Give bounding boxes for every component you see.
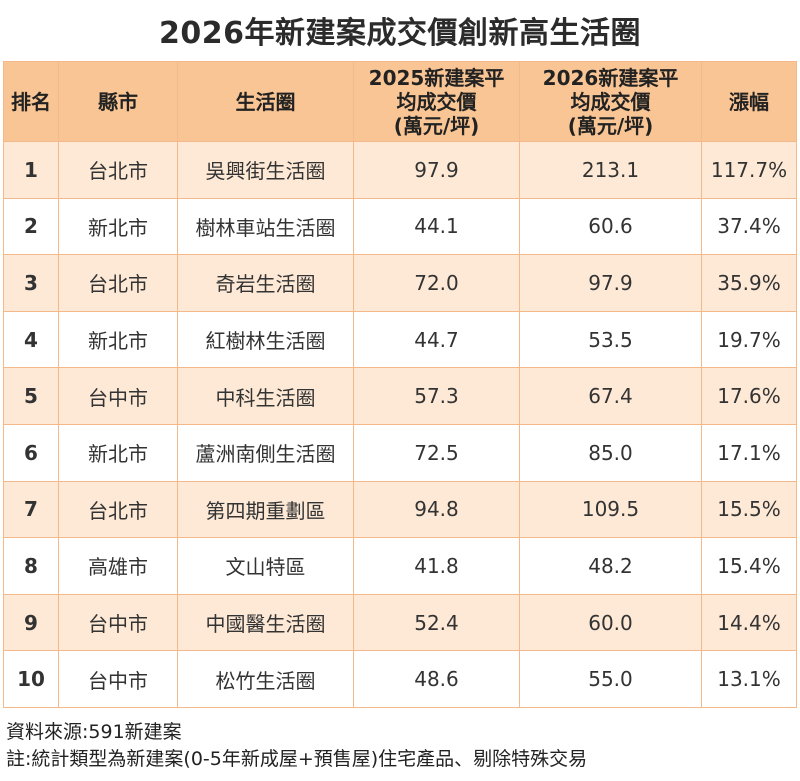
cell-area: 樹林車站生活圈 bbox=[177, 197, 354, 256]
cell-change: 35.9% bbox=[701, 254, 797, 312]
cell-rank: 5 bbox=[3, 367, 59, 425]
cell-rank: 8 bbox=[3, 537, 59, 595]
header-row: 排名 縣市 生活圈 2025新建案平 均成交價 (萬元/坪) 2026新建案平 … bbox=[3, 61, 797, 142]
cell-city: 新北市 bbox=[58, 310, 178, 369]
chart-title: 2026年新建案成交價創新高生活圈 bbox=[159, 16, 641, 51]
cell-rank: 7 bbox=[3, 480, 59, 539]
table-row: 5 台中市 中科生活圈 57.3 67.4 17.6% bbox=[3, 367, 797, 425]
cell-price-2025: 57.3 bbox=[353, 367, 520, 425]
cell-price-2025: 52.4 bbox=[353, 593, 520, 652]
header-city: 縣市 bbox=[58, 61, 178, 142]
data-table: 排名 縣市 生活圈 2025新建案平 均成交價 (萬元/坪) 2026新建案平 … bbox=[3, 61, 797, 708]
footnote: 註:統計類型為新建案(0-5年新成屋+預售屋)住宅產品、剔除特殊交易 bbox=[6, 748, 588, 770]
cell-price-2025: 44.7 bbox=[353, 310, 520, 369]
cell-change: 13.1% bbox=[701, 650, 797, 708]
header-price-2025-line1: 2025新建案平 bbox=[368, 65, 505, 90]
cell-price-2026: 48.2 bbox=[519, 537, 702, 595]
cell-area: 文山特區 bbox=[177, 537, 354, 595]
table-row: 8 高雄市 文山特區 41.8 48.2 15.4% bbox=[3, 537, 797, 595]
header-price-2026-line3: (萬元/坪) bbox=[567, 113, 654, 138]
cell-price-2025: 97.9 bbox=[353, 141, 520, 199]
data-source: 資料來源:591新建案 bbox=[6, 721, 182, 743]
table-row: 6 新北市 蘆洲南側生活圈 72.5 85.0 17.1% bbox=[3, 423, 797, 482]
cell-price-2026: 53.5 bbox=[519, 310, 702, 369]
cell-area: 蘆洲南側生活圈 bbox=[177, 423, 354, 482]
cell-rank: 1 bbox=[3, 141, 59, 199]
cell-area: 中科生活圈 bbox=[177, 367, 354, 425]
cell-price-2026: 109.5 bbox=[519, 480, 702, 539]
cell-change: 117.7% bbox=[701, 141, 797, 199]
cell-price-2026: 85.0 bbox=[519, 423, 702, 482]
header-price-2025: 2025新建案平 均成交價 (萬元/坪) bbox=[353, 61, 520, 142]
cell-price-2025: 94.8 bbox=[353, 480, 520, 539]
cell-area: 奇岩生活圈 bbox=[177, 254, 354, 312]
table-row: 10 台中市 松竹生活圈 48.6 55.0 13.1% bbox=[3, 650, 797, 708]
header-price-2025-line2: 均成交價 bbox=[396, 89, 477, 114]
cell-city: 新北市 bbox=[58, 423, 178, 482]
header-area: 生活圈 bbox=[177, 61, 354, 142]
table-row: 7 台北市 第四期重劃區 94.8 109.5 15.5% bbox=[3, 480, 797, 539]
table-row: 1 台北市 吳興街生活圈 97.9 213.1 117.7% bbox=[3, 141, 797, 199]
cell-price-2026: 97.9 bbox=[519, 254, 702, 312]
cell-rank: 2 bbox=[3, 197, 59, 256]
cell-rank: 9 bbox=[3, 593, 59, 652]
cell-change: 15.5% bbox=[701, 480, 797, 539]
cell-city: 台中市 bbox=[58, 367, 178, 425]
cell-price-2025: 72.0 bbox=[353, 254, 520, 312]
header-rank: 排名 bbox=[3, 61, 59, 142]
cell-area: 吳興街生活圈 bbox=[177, 141, 354, 199]
cell-change: 19.7% bbox=[701, 310, 797, 369]
cell-area: 第四期重劃區 bbox=[177, 480, 354, 539]
table-row: 4 新北市 紅樹林生活圈 44.7 53.5 19.7% bbox=[3, 310, 797, 369]
header-price-2025-line3: (萬元/坪) bbox=[393, 113, 480, 138]
header-change: 漲幅 bbox=[701, 61, 797, 142]
table-row: 9 台中市 中國醫生活圈 52.4 60.0 14.4% bbox=[3, 593, 797, 652]
cell-city: 台中市 bbox=[58, 593, 178, 652]
cell-rank: 3 bbox=[3, 254, 59, 312]
header-price-2026-line1: 2026新建案平 bbox=[542, 65, 679, 90]
table-row: 2 新北市 樹林車站生活圈 44.1 60.6 37.4% bbox=[3, 197, 797, 256]
cell-price-2025: 72.5 bbox=[353, 423, 520, 482]
cell-change: 17.1% bbox=[701, 423, 797, 482]
cell-price-2025: 44.1 bbox=[353, 197, 520, 256]
cell-price-2026: 213.1 bbox=[519, 141, 702, 199]
cell-change: 17.6% bbox=[701, 367, 797, 425]
cell-city: 台北市 bbox=[58, 141, 178, 199]
cell-area: 松竹生活圈 bbox=[177, 650, 354, 708]
cell-rank: 4 bbox=[3, 310, 59, 369]
table-row: 3 台北市 奇岩生活圈 72.0 97.9 35.9% bbox=[3, 254, 797, 312]
cell-price-2025: 48.6 bbox=[353, 650, 520, 708]
cell-price-2026: 67.4 bbox=[519, 367, 702, 425]
cell-city: 台中市 bbox=[58, 650, 178, 708]
cell-price-2025: 41.8 bbox=[353, 537, 520, 595]
cell-city: 台北市 bbox=[58, 480, 178, 539]
cell-city: 台北市 bbox=[58, 254, 178, 312]
cell-city: 高雄市 bbox=[58, 537, 178, 595]
cell-change: 14.4% bbox=[701, 593, 797, 652]
cell-price-2026: 55.0 bbox=[519, 650, 702, 708]
cell-change: 15.4% bbox=[701, 537, 797, 595]
cell-area: 紅樹林生活圈 bbox=[177, 310, 354, 369]
header-price-2026-line2: 均成交價 bbox=[570, 89, 651, 114]
cell-change: 37.4% bbox=[701, 197, 797, 256]
cell-rank: 6 bbox=[3, 423, 59, 482]
header-price-2026: 2026新建案平 均成交價 (萬元/坪) bbox=[519, 61, 702, 142]
cell-area: 中國醫生活圈 bbox=[177, 593, 354, 652]
cell-price-2026: 60.6 bbox=[519, 197, 702, 256]
cell-price-2026: 60.0 bbox=[519, 593, 702, 652]
cell-rank: 10 bbox=[3, 650, 59, 708]
cell-city: 新北市 bbox=[58, 197, 178, 256]
